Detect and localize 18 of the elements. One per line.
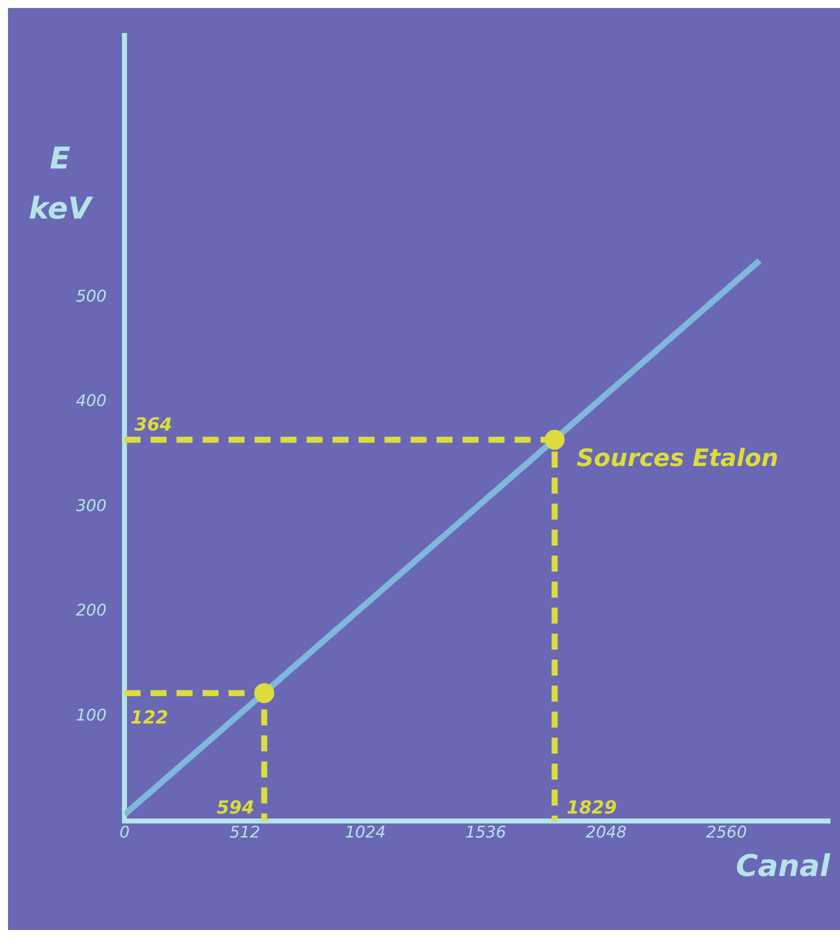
x-tick-label: 512 bbox=[230, 822, 260, 842]
y-axis-title: E keV bbox=[28, 141, 94, 226]
annotation: 122 bbox=[130, 708, 168, 729]
annotation: 594 bbox=[216, 797, 254, 818]
x-tick-label: 0 bbox=[119, 822, 130, 842]
x-tick-label: 2560 bbox=[706, 822, 747, 842]
y-tick-label: 300 bbox=[76, 496, 107, 515]
annotation: 1829 bbox=[566, 797, 617, 818]
x-tick-label: 1024 bbox=[344, 822, 386, 842]
x-axis-title: Canal bbox=[736, 848, 831, 884]
x-tick-label: 1536 bbox=[465, 822, 506, 842]
y-tick-label: 500 bbox=[76, 286, 107, 306]
annotation: Sources Etalon bbox=[576, 444, 778, 472]
x-tick-label: 2048 bbox=[586, 822, 626, 842]
annotation: 364 bbox=[134, 414, 172, 436]
y-tick-label: 100 bbox=[76, 705, 107, 724]
y-tick-label: 200 bbox=[76, 600, 107, 620]
y-tick-label: 400 bbox=[76, 391, 107, 410]
